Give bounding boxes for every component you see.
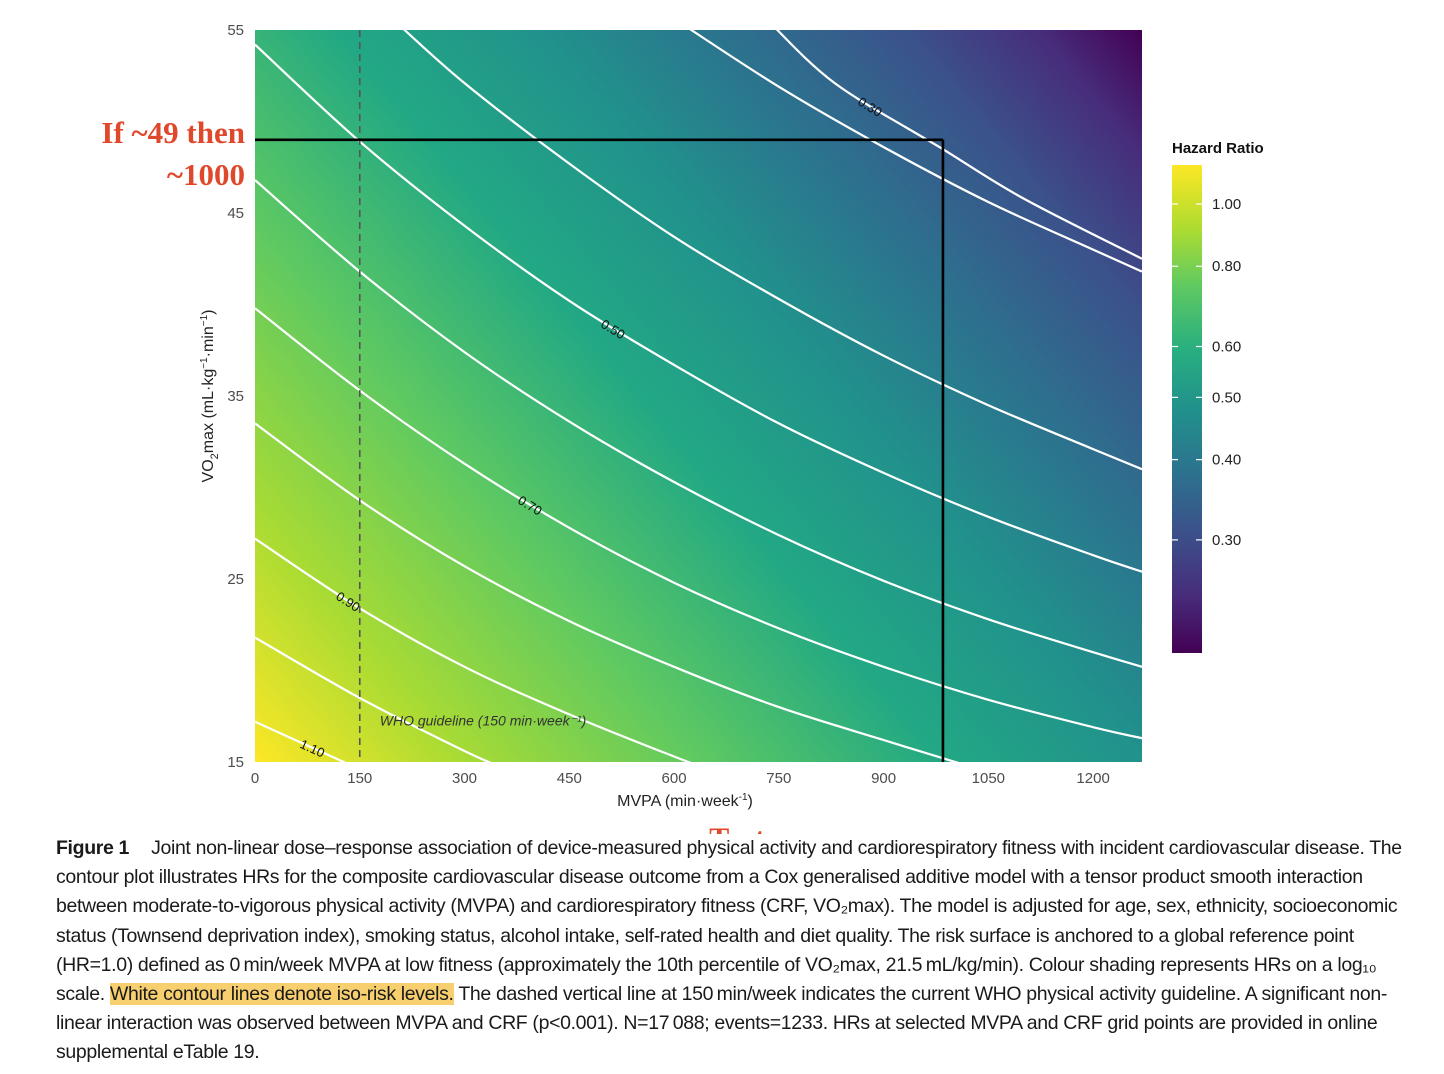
- x-tick-label: 1200: [1076, 770, 1109, 787]
- x-tick-label: 0: [251, 770, 259, 787]
- contour-line: [255, 537, 692, 762]
- y-tick-label: 15: [227, 754, 244, 771]
- contour-line: [255, 422, 960, 762]
- contour-line: [775, 30, 1142, 260]
- y-tick-label: 35: [227, 388, 244, 405]
- legend-colorbar: [1172, 165, 1202, 653]
- x-tick-label: 300: [452, 770, 477, 787]
- figure-label: Figure 1: [56, 837, 130, 859]
- x-tick-label: 150: [347, 770, 372, 787]
- legend-tick-label: 0.40: [1212, 452, 1241, 469]
- x-axis-ticks: 0 150 300 450 600 750 900 1050 1200: [251, 770, 1110, 787]
- contour-line: [255, 636, 492, 762]
- legend-tick-label: 0.80: [1212, 258, 1241, 275]
- contour-lines: [255, 30, 1142, 762]
- contour-line: [255, 720, 347, 762]
- legend-tick-label: 0.30: [1212, 532, 1241, 549]
- contour-line: [689, 30, 1142, 273]
- caption-text-before: Joint non-linear dose–response associati…: [56, 837, 1402, 1006]
- text-marker: Text: [709, 822, 765, 834]
- x-tick-label: 900: [871, 770, 896, 787]
- x-tick-label: 750: [766, 770, 791, 787]
- legend-tick-label: 0.50: [1212, 389, 1241, 406]
- y-axis-ticks: 15 25 35 45 55: [227, 22, 244, 771]
- y-tick-label: 25: [227, 571, 244, 588]
- who-guideline-label: WHO guideline (150 min·week⁻¹): [380, 712, 587, 728]
- contour-line: [255, 179, 1142, 668]
- contour-line: [255, 307, 1142, 740]
- legend-tick-label: 1.00: [1212, 196, 1241, 213]
- legend-title: Hazard Ratio: [1172, 140, 1264, 157]
- readout-lines: [255, 138, 945, 762]
- x-tick-label: 600: [662, 770, 687, 787]
- x-tick-label: 450: [557, 770, 582, 787]
- caption-text-after: The dashed vertical line at 150 min/week…: [56, 983, 1388, 1064]
- y-tick-label: 45: [227, 205, 244, 222]
- contour-figure: 1.100.900.700.500.30 WHO guideline (150 …: [101, 22, 1264, 834]
- y-tick-label: 55: [227, 22, 244, 39]
- heatmap-surface: [255, 30, 1142, 762]
- readout-annotation-line2: ~1000: [167, 157, 245, 192]
- y-axis-title: VO2max (mL·kg−1·min−1): [199, 310, 221, 483]
- figure-caption: Figure 1 Joint non-linear dose–response a…: [56, 834, 1428, 1068]
- contour-line: [255, 43, 1142, 573]
- legend-ticks: 1.00 0.80 0.60 0.50 0.40 0.30: [1172, 196, 1241, 549]
- readout-annotation-line1: If ~49 then: [101, 115, 245, 150]
- contour-line: [403, 30, 1142, 471]
- x-axis-title: MVPA (min·week-1): [617, 792, 753, 810]
- caption-highlight: White contour lines denote iso-risk leve…: [109, 983, 454, 1006]
- legend-tick-label: 0.60: [1212, 339, 1241, 356]
- x-tick-label: 1050: [972, 770, 1005, 787]
